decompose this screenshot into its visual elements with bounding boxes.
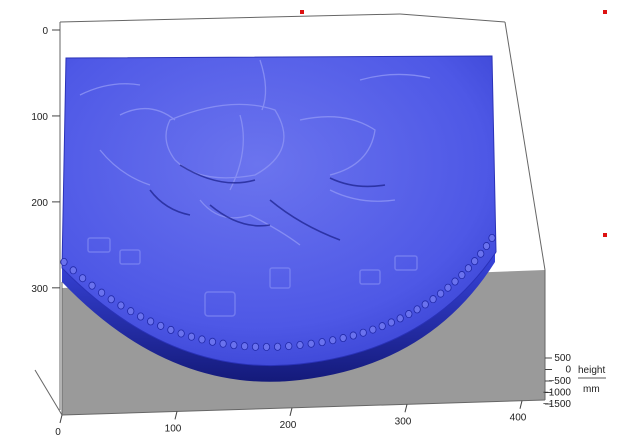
rim-bead: [107, 295, 115, 304]
z-tick-label: 500: [554, 353, 571, 364]
y-tick-label: 200: [31, 198, 48, 209]
rim-bead: [208, 337, 217, 346]
rim-bead: [79, 274, 87, 283]
rim-bead: [296, 340, 304, 349]
rim-bead: [477, 249, 485, 258]
rim-bead: [471, 257, 479, 266]
bounding-box-front: [34, 21, 546, 416]
rim-bead: [285, 342, 293, 351]
rim-bead: [488, 233, 496, 242]
x-tick-mark: [519, 400, 523, 409]
rim-bead: [405, 310, 413, 319]
rim-bead: [444, 283, 452, 292]
rim-bead: [69, 266, 77, 275]
x-tick-label: 400: [510, 413, 527, 424]
rim-bead: [387, 318, 395, 327]
coin-rim-beads: [60, 233, 496, 351]
rim-bead: [482, 242, 491, 251]
x-tick-label: 300: [395, 416, 412, 427]
rim-bead: [437, 289, 445, 298]
coin-relief: [79, 59, 431, 246]
rim-bead: [458, 271, 466, 280]
x-tick-label: 200: [280, 420, 297, 431]
rim-bead: [273, 342, 282, 351]
bounding-box-back: [59, 13, 506, 410]
rim-bead: [329, 336, 337, 345]
rim-bead: [147, 317, 155, 326]
z-tick-label: −1500: [543, 399, 572, 410]
rim-bead: [60, 257, 68, 266]
rim-bead: [157, 321, 165, 330]
rim-bead: [369, 325, 377, 334]
x-axis: 0 100 200 300 400: [55, 400, 527, 437]
coin-rim-lettering: [87, 237, 418, 317]
x-tick-label: 0: [55, 427, 61, 437]
rim-bead: [378, 322, 386, 331]
rim-bead: [307, 339, 315, 348]
y-tick-label: 100: [31, 112, 48, 123]
rim-bead: [97, 288, 106, 297]
rim-bead: [349, 331, 357, 340]
rim-bead: [359, 328, 367, 337]
rim-bead: [339, 334, 347, 343]
y-tick-label: 0: [42, 26, 48, 37]
rim-bead: [429, 295, 437, 304]
x-tick-mark: [289, 407, 293, 416]
x-tick-mark: [404, 404, 408, 413]
z-axis-label: height: [578, 365, 605, 376]
rim-bead: [241, 342, 249, 351]
corner-markers: [300, 10, 607, 237]
rim-bead: [451, 277, 459, 286]
rim-bead: [219, 339, 227, 348]
z-tick-label: 0: [565, 365, 571, 376]
rim-bead: [464, 264, 472, 273]
y-axis: 0 100 200 300: [31, 26, 60, 295]
rim-bead: [127, 307, 135, 316]
coin-relief-shadow: [149, 164, 386, 241]
x-tick-label: 100: [165, 423, 182, 434]
rim-bead: [230, 341, 238, 350]
z-tick-label: −1000: [543, 388, 572, 399]
x-tick-mark: [174, 411, 178, 420]
coin-edge: [62, 250, 495, 382]
rim-bead: [421, 300, 429, 309]
rim-bead: [251, 342, 260, 351]
y-tick-label: 300: [31, 284, 48, 295]
rim-bead: [137, 312, 145, 321]
x-tick-mark: [59, 414, 63, 424]
z-tick-label: −500: [548, 376, 571, 387]
rim-bead: [177, 329, 185, 338]
rim-bead: [117, 301, 125, 310]
rim-bead: [262, 342, 271, 351]
rim-bead: [396, 314, 404, 323]
rim-bead: [187, 332, 196, 341]
rim-bead: [413, 305, 421, 314]
z-axis-unit: mm: [583, 384, 600, 395]
rim-bead: [318, 338, 326, 347]
rim-bead: [167, 325, 175, 334]
coin-surface: [61, 55, 497, 367]
rim-bead: [88, 281, 96, 290]
rim-bead: [198, 335, 206, 344]
